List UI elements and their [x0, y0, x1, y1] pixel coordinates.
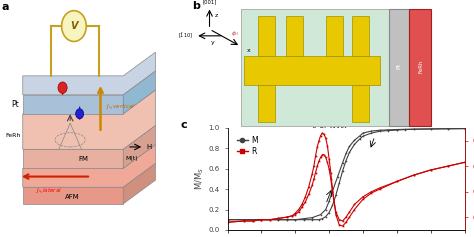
Text: FM: FM: [78, 156, 89, 162]
Polygon shape: [23, 187, 123, 204]
Text: H: H: [146, 144, 151, 150]
Circle shape: [62, 11, 86, 41]
Text: Pt: Pt: [11, 100, 19, 109]
Polygon shape: [123, 71, 155, 114]
Polygon shape: [23, 90, 155, 149]
Circle shape: [58, 82, 67, 93]
FancyBboxPatch shape: [352, 85, 369, 122]
Legend: M, R: M, R: [234, 133, 261, 159]
Text: [001]: [001]: [202, 0, 217, 4]
Text: a: a: [2, 2, 9, 12]
Text: $[\bar{1}10]$: $[\bar{1}10]$: [178, 31, 192, 41]
Text: FeRh: FeRh: [6, 132, 21, 138]
Polygon shape: [23, 95, 123, 114]
FancyBboxPatch shape: [409, 9, 431, 126]
Circle shape: [76, 109, 83, 119]
Text: y: y: [210, 40, 214, 45]
Polygon shape: [23, 145, 155, 187]
Text: Pt: Pt: [396, 63, 401, 69]
FancyBboxPatch shape: [258, 16, 275, 56]
FancyBboxPatch shape: [326, 16, 343, 56]
Text: FeRh: FeRh: [419, 60, 424, 73]
Text: AFM: AFM: [64, 194, 80, 200]
FancyBboxPatch shape: [389, 9, 409, 126]
Polygon shape: [123, 164, 155, 204]
Text: $\phi_H$: $\phi_H$: [231, 29, 239, 38]
Text: M(t): M(t): [125, 156, 138, 161]
Text: z: z: [215, 14, 219, 18]
Polygon shape: [23, 52, 155, 95]
Text: x: x: [246, 48, 250, 53]
FancyBboxPatch shape: [352, 16, 369, 56]
FancyBboxPatch shape: [244, 56, 380, 85]
FancyBboxPatch shape: [258, 85, 275, 122]
FancyBboxPatch shape: [286, 16, 303, 56]
Text: c: c: [180, 120, 187, 130]
FancyBboxPatch shape: [241, 9, 406, 126]
Text: V: V: [70, 21, 78, 31]
Polygon shape: [123, 126, 155, 168]
Text: $J_s$,vertical: $J_s$,vertical: [106, 102, 135, 111]
Polygon shape: [23, 149, 123, 168]
Y-axis label: M/M$_S$: M/M$_S$: [193, 168, 206, 190]
Text: $J_s$,lateral: $J_s$,lateral: [36, 186, 62, 195]
Text: x  FeRh [110]: x FeRh [110]: [305, 126, 347, 131]
Text: b: b: [192, 1, 201, 11]
